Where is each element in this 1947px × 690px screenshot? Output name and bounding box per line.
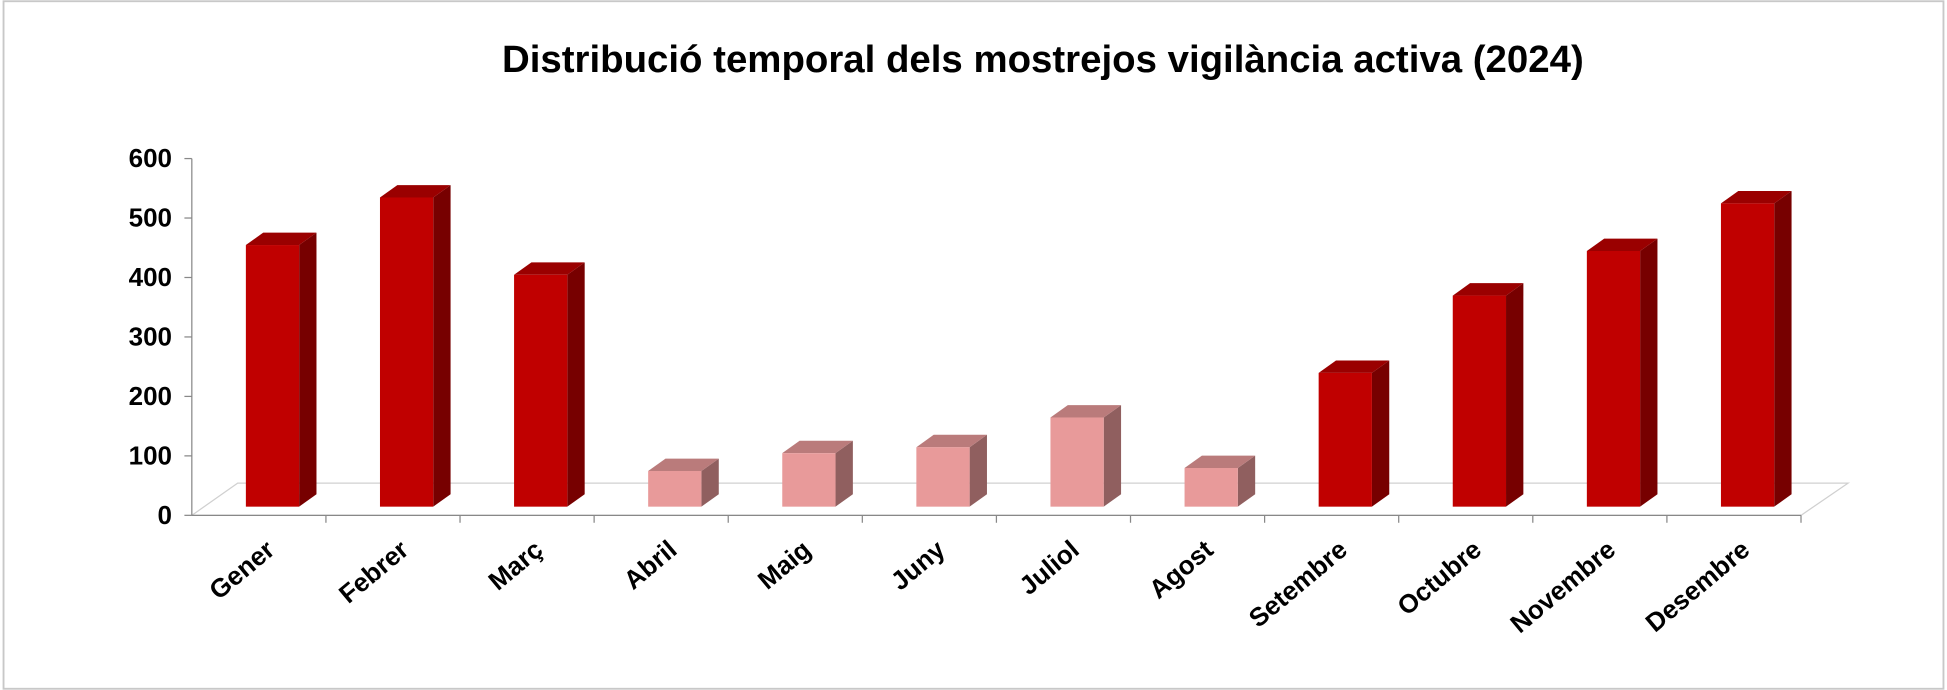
bar-top bbox=[514, 262, 585, 275]
bar-top bbox=[1184, 455, 1256, 469]
y-tick-label: 100 bbox=[129, 441, 172, 471]
bar-side bbox=[1774, 191, 1792, 507]
y-tick-label: 400 bbox=[129, 262, 172, 292]
bar-top bbox=[379, 185, 451, 198]
y-tick-label: 300 bbox=[129, 322, 172, 352]
y-tick-label: 500 bbox=[129, 203, 172, 233]
bar-top bbox=[782, 440, 853, 454]
bar-side bbox=[1237, 455, 1256, 507]
bar bbox=[1318, 372, 1372, 507]
bar-top bbox=[1586, 238, 1658, 251]
bar bbox=[916, 447, 970, 507]
bar-top bbox=[1318, 360, 1390, 373]
bar-top bbox=[1452, 283, 1524, 296]
bar-side bbox=[1371, 360, 1390, 507]
bar-side bbox=[835, 440, 853, 507]
y-tick-label: 600 bbox=[129, 143, 172, 173]
y-tick-label: 0 bbox=[158, 500, 172, 530]
bar-top bbox=[1720, 191, 1792, 204]
bar-side bbox=[433, 185, 451, 507]
bar bbox=[245, 245, 300, 507]
bar bbox=[1050, 417, 1104, 507]
bar bbox=[1720, 203, 1775, 507]
bar-side bbox=[969, 434, 987, 507]
bar bbox=[514, 274, 568, 507]
bar-side bbox=[701, 458, 719, 507]
bar bbox=[379, 197, 434, 507]
bar-side bbox=[1506, 283, 1524, 507]
bar bbox=[648, 470, 702, 507]
bar bbox=[1184, 468, 1238, 507]
bar-top bbox=[916, 434, 987, 448]
bar-side bbox=[299, 232, 317, 507]
bar bbox=[1586, 250, 1641, 507]
bar bbox=[1452, 295, 1507, 507]
bar-side bbox=[567, 262, 585, 507]
bar-side bbox=[1640, 238, 1658, 507]
bar bbox=[782, 453, 836, 507]
bar-side bbox=[1103, 405, 1122, 507]
y-tick-label: 200 bbox=[129, 381, 172, 411]
bar-top bbox=[648, 458, 719, 471]
bar-top bbox=[245, 232, 317, 246]
chart-title: Distribució temporal dels mostrejos vigi… bbox=[502, 38, 1584, 81]
bar-top bbox=[1050, 405, 1122, 418]
